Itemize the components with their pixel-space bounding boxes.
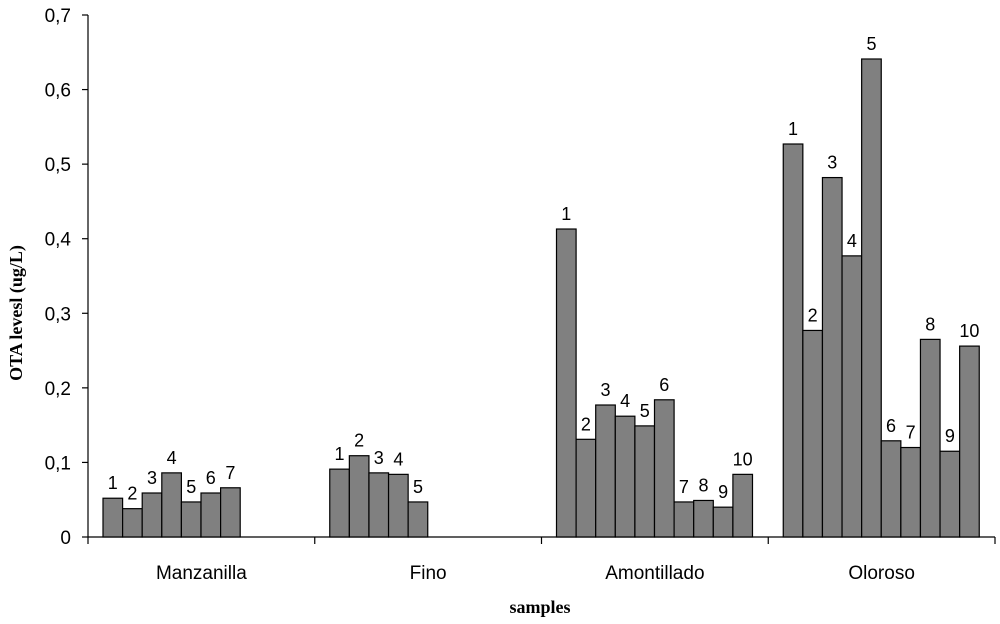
bar xyxy=(821,176,843,538)
bar xyxy=(919,338,941,538)
x-axis-title: samples xyxy=(509,597,570,617)
bar-data-label: 9 xyxy=(718,482,728,502)
bar xyxy=(121,508,143,538)
y-tick-label: 0,2 xyxy=(45,379,71,400)
y-tick-label: 0,6 xyxy=(45,81,71,102)
bar-data-label: 3 xyxy=(600,380,610,400)
bar xyxy=(555,228,577,538)
category-label: Oloroso xyxy=(848,563,915,584)
bar xyxy=(900,446,922,538)
bar xyxy=(387,473,409,538)
bar-data-label: 3 xyxy=(374,448,384,468)
bar xyxy=(693,499,714,538)
bar-data-label: 8 xyxy=(698,475,708,495)
category-label: Fino xyxy=(410,563,447,584)
bar xyxy=(614,415,636,538)
bar-data-label: 6 xyxy=(886,416,896,436)
bar-data-label: 1 xyxy=(561,204,571,224)
bar xyxy=(407,501,429,538)
bar-series xyxy=(102,58,980,538)
bar xyxy=(653,399,675,538)
bar xyxy=(102,497,124,538)
y-tick-label: 0 xyxy=(60,528,71,549)
bar xyxy=(141,492,163,538)
bar xyxy=(732,473,754,538)
category-label: Amontillado xyxy=(605,563,704,584)
bar-data-label: 5 xyxy=(186,477,196,497)
bar xyxy=(959,345,980,538)
bar xyxy=(161,472,183,538)
bar-data-label: 6 xyxy=(659,375,669,395)
bar-data-label: 3 xyxy=(827,153,837,173)
bar-data-label: 10 xyxy=(959,321,979,341)
y-tick-label: 0,5 xyxy=(45,155,71,176)
bar xyxy=(939,450,961,538)
bar xyxy=(595,404,616,538)
bar xyxy=(841,255,863,538)
y-tick-label: 0,1 xyxy=(45,453,71,474)
y-tick-label: 0,4 xyxy=(45,230,72,251)
bar-data-label: 1 xyxy=(335,444,345,464)
bar xyxy=(712,506,734,538)
bar xyxy=(368,472,390,538)
bar-data-label: 4 xyxy=(167,448,177,468)
bar-data-label: 4 xyxy=(847,231,857,251)
bar xyxy=(348,455,370,538)
bar xyxy=(200,492,222,538)
bar-data-label: 4 xyxy=(620,391,630,411)
bar-data-label: 5 xyxy=(866,34,876,54)
x-axis xyxy=(87,536,996,544)
bar xyxy=(634,425,656,538)
bar-data-label: 1 xyxy=(788,119,798,139)
bar-data-label: 2 xyxy=(581,414,591,434)
category-label: Manzanilla xyxy=(156,563,247,584)
bar-data-label: 5 xyxy=(640,401,650,421)
bar-data-label: 1 xyxy=(108,473,118,493)
bar-data-label: 3 xyxy=(147,468,157,488)
bar xyxy=(861,58,882,538)
bar-data-label: 7 xyxy=(225,463,235,483)
bar-data-label: 4 xyxy=(393,449,403,469)
y-tick-label: 0,3 xyxy=(45,304,71,325)
bar-data-label: 8 xyxy=(925,314,935,334)
bar xyxy=(782,143,804,538)
bar xyxy=(673,501,695,538)
bar-data-label: 2 xyxy=(808,305,818,325)
bar-data-label: 2 xyxy=(354,431,364,451)
bar-data-label: 9 xyxy=(945,426,955,446)
bar-data-label: 5 xyxy=(413,477,423,497)
bar xyxy=(880,440,902,538)
y-axis-title: OTA levesl (ug/L) xyxy=(6,245,27,381)
bar-data-label: 10 xyxy=(733,449,753,469)
bar-data-label: 2 xyxy=(127,484,137,504)
bar-data-label: 7 xyxy=(906,423,916,443)
bar xyxy=(329,468,350,538)
bar-data-label: 6 xyxy=(206,468,216,488)
y-tick-label: 0,7 xyxy=(45,6,71,27)
bar xyxy=(180,501,202,538)
bar xyxy=(802,329,824,538)
bar xyxy=(220,487,241,538)
bar xyxy=(575,438,597,538)
category-labels: Manzanilla Fino Amontillado Oloroso xyxy=(156,563,915,584)
y-axis: 0 0,1 0,2 0,3 0,4 0,5 0,6 0,7 xyxy=(45,6,89,549)
bar-data-label: 7 xyxy=(679,477,689,497)
